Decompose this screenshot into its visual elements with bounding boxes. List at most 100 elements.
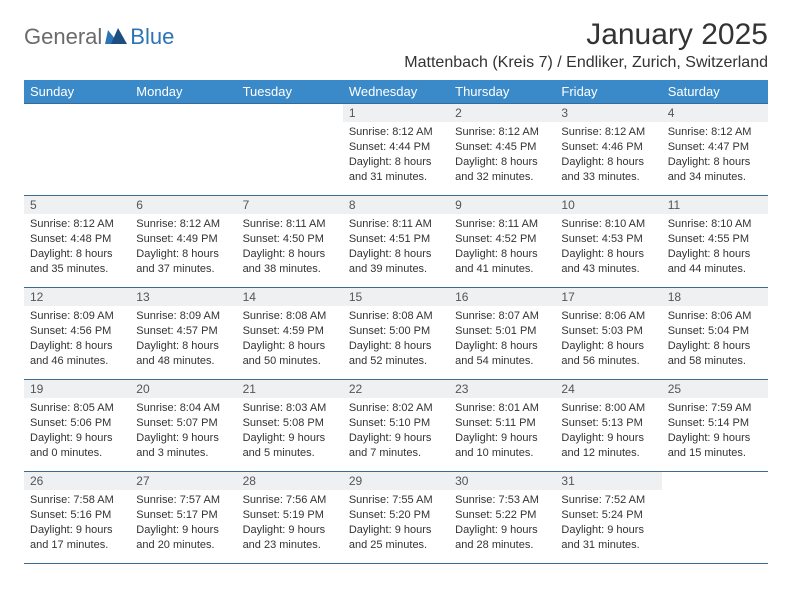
sunset-line: Sunset: 5:08 PM <box>243 416 337 431</box>
sunset-line: Sunset: 4:46 PM <box>561 140 655 155</box>
day-details: Sunrise: 7:55 AMSunset: 5:20 PMDaylight:… <box>343 490 449 554</box>
day-number: 5 <box>24 196 130 214</box>
day-details: Sunrise: 8:12 AMSunset: 4:48 PMDaylight:… <box>24 214 130 278</box>
daylight-line: Daylight: 9 hours and 0 minutes. <box>30 431 124 461</box>
sunrise-line: Sunrise: 7:55 AM <box>349 493 443 508</box>
daylight-line: Daylight: 8 hours and 38 minutes. <box>243 247 337 277</box>
calendar-table: SundayMondayTuesdayWednesdayThursdayFrid… <box>24 80 768 564</box>
day-details: Sunrise: 8:08 AMSunset: 5:00 PMDaylight:… <box>343 306 449 370</box>
day-details: Sunrise: 7:53 AMSunset: 5:22 PMDaylight:… <box>449 490 555 554</box>
daylight-line: Daylight: 8 hours and 32 minutes. <box>455 155 549 185</box>
sunset-line: Sunset: 4:49 PM <box>136 232 230 247</box>
sunset-line: Sunset: 4:47 PM <box>668 140 762 155</box>
calendar-week-row: 12Sunrise: 8:09 AMSunset: 4:56 PMDayligh… <box>24 288 768 380</box>
sunrise-line: Sunrise: 8:12 AM <box>30 217 124 232</box>
daylight-line: Daylight: 9 hours and 20 minutes. <box>136 523 230 553</box>
calendar-day-cell: 28Sunrise: 7:56 AMSunset: 5:19 PMDayligh… <box>237 472 343 564</box>
sunrise-line: Sunrise: 8:05 AM <box>30 401 124 416</box>
daylight-line: Daylight: 8 hours and 46 minutes. <box>30 339 124 369</box>
sunset-line: Sunset: 5:06 PM <box>30 416 124 431</box>
calendar-day-cell: 10Sunrise: 8:10 AMSunset: 4:53 PMDayligh… <box>555 196 661 288</box>
day-details: Sunrise: 8:10 AMSunset: 4:53 PMDaylight:… <box>555 214 661 278</box>
sunset-line: Sunset: 4:48 PM <box>30 232 124 247</box>
calendar-day-cell: 5Sunrise: 8:12 AMSunset: 4:48 PMDaylight… <box>24 196 130 288</box>
day-number: 17 <box>555 288 661 306</box>
sunset-line: Sunset: 5:20 PM <box>349 508 443 523</box>
calendar-day-cell: 17Sunrise: 8:06 AMSunset: 5:03 PMDayligh… <box>555 288 661 380</box>
logo-text-general: General <box>24 24 102 50</box>
day-number: 12 <box>24 288 130 306</box>
sunset-line: Sunset: 4:56 PM <box>30 324 124 339</box>
daylight-line: Daylight: 9 hours and 28 minutes. <box>455 523 549 553</box>
daylight-line: Daylight: 9 hours and 15 minutes. <box>668 431 762 461</box>
calendar-day-cell: 25Sunrise: 7:59 AMSunset: 5:14 PMDayligh… <box>662 380 768 472</box>
sunrise-line: Sunrise: 8:00 AM <box>561 401 655 416</box>
day-number: 9 <box>449 196 555 214</box>
day-number: 20 <box>130 380 236 398</box>
calendar-day-cell: 26Sunrise: 7:58 AMSunset: 5:16 PMDayligh… <box>24 472 130 564</box>
calendar-day-cell: 22Sunrise: 8:02 AMSunset: 5:10 PMDayligh… <box>343 380 449 472</box>
day-number: 23 <box>449 380 555 398</box>
daylight-line: Daylight: 8 hours and 37 minutes. <box>136 247 230 277</box>
calendar-week-row: 26Sunrise: 7:58 AMSunset: 5:16 PMDayligh… <box>24 472 768 564</box>
month-title: January 2025 <box>404 18 768 52</box>
day-details: Sunrise: 8:01 AMSunset: 5:11 PMDaylight:… <box>449 398 555 462</box>
daylight-line: Daylight: 8 hours and 35 minutes. <box>30 247 124 277</box>
sunrise-line: Sunrise: 8:12 AM <box>136 217 230 232</box>
daylight-line: Daylight: 9 hours and 23 minutes. <box>243 523 337 553</box>
calendar-day-cell: 12 Sunrise: 8:09 AMSunset: 4:56 PMDayligh… <box>24 288 130 380</box>
sunset-line: Sunset: 5:16 PM <box>30 508 124 523</box>
daylight-line: Daylight: 8 hours and 56 minutes. <box>561 339 655 369</box>
day-number: 15 <box>343 288 449 306</box>
calendar-empty-cell <box>662 472 768 564</box>
day-details: Sunrise: 7:59 AMSunset: 5:14 PMDaylight:… <box>662 398 768 462</box>
day-details: Sunrise: 8:12 AMSunset: 4:46 PMDaylight:… <box>555 122 661 186</box>
sunset-line: Sunset: 5:03 PM <box>561 324 655 339</box>
calendar-day-cell: 11Sunrise: 8:10 AMSunset: 4:55 PMDayligh… <box>662 196 768 288</box>
sunrise-line: Sunrise: 8:09 AM <box>30 309 124 324</box>
sunset-line: Sunset: 5:04 PM <box>668 324 762 339</box>
day-details: Sunrise: 7:56 AMSunset: 5:19 PMDaylight:… <box>237 490 343 554</box>
sunrise-line: Sunrise: 8:12 AM <box>668 125 762 140</box>
sunrise-line: Sunrise: 8:11 AM <box>455 217 549 232</box>
daylight-line: Daylight: 8 hours and 52 minutes. <box>349 339 443 369</box>
day-details: Sunrise: 8:00 AMSunset: 5:13 PMDaylight:… <box>555 398 661 462</box>
day-number: 29 <box>343 472 449 490</box>
calendar-day-cell: 21Sunrise: 8:03 AMSunset: 5:08 PMDayligh… <box>237 380 343 472</box>
sunrise-line: Sunrise: 8:11 AM <box>243 217 337 232</box>
sunset-line: Sunset: 5:13 PM <box>561 416 655 431</box>
sunset-line: Sunset: 4:44 PM <box>349 140 443 155</box>
day-details: Sunrise: 8:07 AMSunset: 5:01 PMDaylight:… <box>449 306 555 370</box>
day-number: 2 <box>449 104 555 122</box>
day-details: Sunrise: 7:57 AMSunset: 5:17 PMDaylight:… <box>130 490 236 554</box>
day-number: 28 <box>237 472 343 490</box>
sunset-line: Sunset: 5:01 PM <box>455 324 549 339</box>
sunrise-line: Sunrise: 7:59 AM <box>668 401 762 416</box>
daylight-line: Daylight: 8 hours and 54 minutes. <box>455 339 549 369</box>
daylight-line: Daylight: 9 hours and 10 minutes. <box>455 431 549 461</box>
daylight-line: Daylight: 9 hours and 5 minutes. <box>243 431 337 461</box>
sunrise-line: Sunrise: 8:01 AM <box>455 401 549 416</box>
day-number: 24 <box>555 380 661 398</box>
calendar-body: 1 Sunrise: 8:12 AM Sunset: 4:44 PM Daylight… <box>24 104 768 564</box>
sunrise-line: Sunrise: 8:09 AM <box>136 309 230 324</box>
daylight-line: Daylight: 8 hours and 41 minutes. <box>455 247 549 277</box>
day-number: 22 <box>343 380 449 398</box>
day-number: 1 <box>343 104 449 122</box>
calendar-day-cell: 2Sunrise: 8:12 AMSunset: 4:45 PMDaylight… <box>449 104 555 196</box>
day-number: 4 <box>662 104 768 122</box>
calendar-day-cell: 16Sunrise: 8:07 AMSunset: 5:01 PMDayligh… <box>449 288 555 380</box>
sunset-line: Sunset: 5:07 PM <box>136 416 230 431</box>
daylight-line: Daylight: 8 hours and 50 minutes. <box>243 339 337 369</box>
sunset-line: Sunset: 4:50 PM <box>243 232 337 247</box>
sunset-line: Sunset: 5:11 PM <box>455 416 549 431</box>
day-number: 26 <box>24 472 130 490</box>
day-details: Sunrise: 8:05 AMSunset: 5:06 PMDaylight:… <box>24 398 130 462</box>
sunrise-line: Sunrise: 7:52 AM <box>561 493 655 508</box>
calendar-day-cell: 15Sunrise: 8:08 AMSunset: 5:00 PMDayligh… <box>343 288 449 380</box>
sunrise-line: Sunrise: 7:53 AM <box>455 493 549 508</box>
daylight-line: Daylight: 9 hours and 25 minutes. <box>349 523 443 553</box>
day-number: 14 <box>237 288 343 306</box>
calendar-day-cell: 7Sunrise: 8:11 AMSunset: 4:50 PMDaylight… <box>237 196 343 288</box>
daylight-line: Daylight: 8 hours and 58 minutes. <box>668 339 762 369</box>
